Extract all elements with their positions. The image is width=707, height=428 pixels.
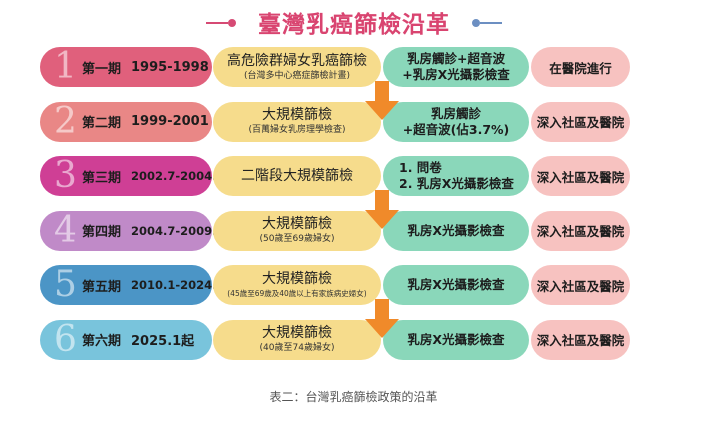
down-arrow-icon	[365, 80, 399, 120]
down-arrow-icon	[365, 189, 399, 229]
figure-caption: 表二：台灣乳癌篩檢政策的沿革	[269, 390, 438, 404]
phase-name: 第一期	[82, 61, 122, 77]
program-subtitle: (50歲至69歲婦女)	[259, 234, 335, 244]
method-line: 2. 乳房X光攝影檢查	[399, 176, 514, 191]
phase-number: 2	[54, 100, 77, 142]
title-left-line	[206, 22, 228, 24]
phase-row: 4 第四期 2004.7-2009.12 大規模篩檢 (50歲至69歲婦女) 乳房X光攝影…	[40, 209, 630, 251]
phase-years: 2004.7-2009.12	[131, 223, 233, 238]
phase-row: 2 第二期 1999-2001 大規模篩檢 (百萬婦女乳房理學檢查) 乳房觸診 +超音波(佔…	[40, 100, 630, 142]
method-line: 1. 問卷	[399, 160, 442, 175]
screening-method: 1. 問卷 2. 乳房X光攝影檢查	[383, 156, 529, 196]
screening-program: 大規模篩檢 (45歲至69歲及40歲以上有家族病史婦女)	[213, 265, 381, 305]
phase-row: 3 第三期 2002.7-2004.7 二階段大規模篩檢 1. 問卷 2. 乳房X光攝影檢…	[40, 156, 630, 196]
phase-name: 第六期	[82, 334, 122, 349]
method-line: +乳房X光攝影檢查	[402, 67, 510, 82]
phase-period: 5 第五期 2010.1-2024.12	[40, 264, 233, 305]
screening-method: 乳房X光攝影檢查	[383, 265, 529, 305]
phase-period: 6 第六期 2025.1起	[40, 318, 212, 360]
phase-years: 2002.7-2004.7	[131, 169, 225, 183]
screening-location: 深入社區及醫院	[531, 101, 630, 142]
phase-number: 3	[54, 155, 77, 196]
program-title: 大規模篩檢	[262, 107, 332, 123]
title-right-dot-icon	[472, 19, 480, 27]
phase-years: 1995-1998	[131, 59, 209, 75]
phase-name: 第五期	[82, 279, 122, 295]
program-title: 大規模篩檢	[262, 325, 332, 341]
program-title: 大規模篩檢	[262, 270, 332, 287]
phase-period: 3 第三期 2002.7-2004.7	[40, 155, 225, 196]
method-line: 乳房觸診+超音波	[407, 51, 505, 66]
phase-number: 4	[54, 209, 77, 251]
phase-period: 1 第一期 1995-1998	[40, 47, 212, 87]
screening-location: 深入社區及醫院	[531, 156, 630, 196]
screening-program: 大規模篩檢 (50歲至69歲婦女)	[213, 210, 381, 251]
down-arrow-icon	[365, 298, 399, 338]
method-line: 乳房X光攝影檢查	[407, 222, 505, 238]
phase-label: 第一期 1995-1998	[82, 47, 209, 87]
screening-program: 二階段大規模篩檢	[213, 156, 381, 196]
program-subtitle: (台灣多中心癌症篩檢計畫)	[243, 70, 351, 81]
phase-number: 1	[54, 46, 77, 87]
screening-program: 大規模篩檢 (百萬婦女乳房理學檢查)	[213, 101, 381, 142]
screening-method: 乳房X光攝影檢查	[383, 210, 529, 251]
method-line: +超音波(佔3.7%)	[402, 121, 510, 137]
phase-row: 1 第一期 1995-1998 高危險群婦女乳癌篩檢 (台灣多中心癌症篩檢計畫) 乳房觸診…	[40, 47, 630, 87]
phase-years: 2025.1起	[131, 334, 195, 349]
program-subtitle: (45歲至69歲及40歲以上有家族病史婦女)	[227, 288, 367, 298]
phase-name: 第三期	[82, 170, 122, 186]
title-bar: 臺灣乳癌篩檢沿革	[0, 4, 707, 38]
phase-label: 第二期 1999-2001	[82, 102, 209, 142]
screening-method: 乳房觸診+超音波 +乳房X光攝影檢查	[383, 47, 529, 87]
phase-label: 第四期 2004.7-2009.12	[82, 211, 233, 251]
phase-years: 1999-2001	[131, 114, 209, 129]
phase-name: 第二期	[82, 116, 122, 131]
title-left-dot-icon	[228, 19, 236, 27]
program-subtitle: (40歲至74歲婦女)	[259, 343, 335, 353]
phase-row: 5 第五期 2010.1-2024.12 大規模篩檢 (45歲至69歲及40歲以上有家族…	[40, 265, 630, 305]
diagram-title: 臺灣乳癌篩檢沿革	[258, 12, 450, 38]
method-line: 乳房X光攝影檢查	[407, 277, 505, 292]
phase-name: 第四期	[82, 225, 122, 240]
program-title: 二階段大規模篩檢	[241, 167, 353, 184]
method-line: 乳房X光攝影檢查	[407, 331, 505, 347]
screening-program: 高危險群婦女乳癌篩檢 (台灣多中心癌症篩檢計畫)	[213, 47, 381, 87]
phase-row: 6 第六期 2025.1起 大規模篩檢 (40歲至74歲婦女) 乳房X光攝影檢查 深入社區及…	[40, 318, 630, 360]
screening-location: 深入社區及醫院	[531, 265, 630, 305]
phase-label: 第三期 2002.7-2004.7	[82, 156, 225, 196]
phase-period: 4 第四期 2004.7-2009.12	[40, 209, 233, 251]
screening-method: 乳房觸診 +超音波(佔3.7%)	[383, 101, 529, 142]
phase-number: 5	[54, 264, 77, 305]
title-right-line	[480, 22, 502, 24]
screening-method: 乳房X光攝影檢查	[383, 319, 529, 360]
phase-number: 6	[54, 318, 77, 360]
screening-location: 在醫院進行	[531, 47, 630, 87]
program-subtitle: (百萬婦女乳房理學檢查)	[248, 125, 346, 135]
screening-location: 深入社區及醫院	[531, 319, 630, 360]
phase-label: 第五期 2010.1-2024.12	[82, 265, 233, 305]
phase-period: 2 第二期 1999-2001	[40, 100, 212, 142]
program-title: 大規模篩檢	[262, 216, 332, 232]
program-title: 高危險群婦女乳癌篩檢	[227, 52, 367, 69]
screening-program: 大規模篩檢 (40歲至74歲婦女)	[213, 319, 381, 360]
phase-years: 2010.1-2024.12	[131, 278, 233, 292]
screening-location: 深入社區及醫院	[531, 210, 630, 251]
phase-label: 第六期 2025.1起	[82, 320, 194, 360]
method-line: 乳房觸診	[430, 105, 481, 121]
